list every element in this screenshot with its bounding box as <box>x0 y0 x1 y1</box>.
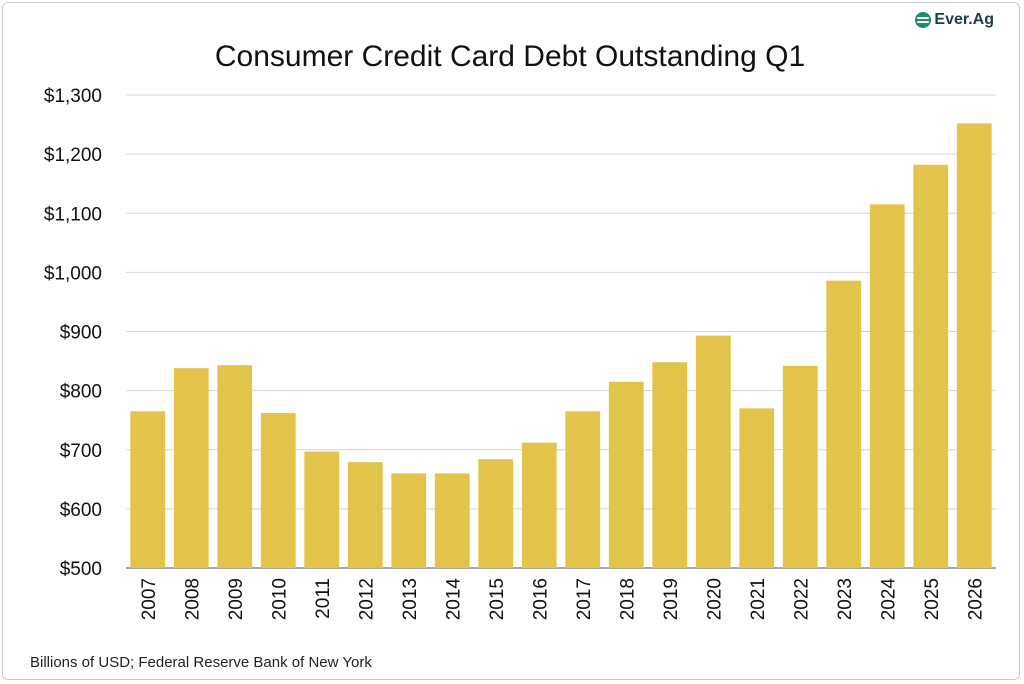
x-tick-label: 2009 <box>226 578 247 620</box>
bars <box>130 123 992 568</box>
chart-title: Consumer Credit Card Debt Outstanding Q1 <box>215 40 805 73</box>
bar-2013 <box>391 473 427 568</box>
x-tick-label: 2020 <box>704 578 725 620</box>
y-tick-label: $1,100 <box>44 204 102 225</box>
bar-2011 <box>304 451 340 568</box>
bar-2010 <box>260 413 296 568</box>
y-tick-label: $800 <box>60 382 102 403</box>
gridlines <box>126 94 996 569</box>
x-tick-label: 2018 <box>617 578 638 620</box>
bar-2023 <box>826 280 862 568</box>
x-tick-label: 2011 <box>313 578 334 619</box>
x-tick-label: 2022 <box>791 578 812 620</box>
bar-2016 <box>521 442 557 568</box>
y-tick-label: $1,300 <box>44 86 102 107</box>
x-tick-label: 2017 <box>574 578 595 620</box>
bar-2022 <box>782 365 818 568</box>
y-tick-label: $1,000 <box>44 263 102 284</box>
y-tick-label: $500 <box>60 559 102 580</box>
bar-2024 <box>869 204 905 568</box>
bar-2026 <box>956 123 992 568</box>
bar-2015 <box>478 459 514 568</box>
x-tick-label: 2023 <box>835 578 856 620</box>
x-tick-label: 2008 <box>182 578 203 620</box>
x-tick-label: 2021 <box>748 578 769 620</box>
bar-2007 <box>130 411 166 568</box>
bar-2012 <box>347 462 383 568</box>
x-tick-label: 2013 <box>400 578 421 620</box>
y-tick-label: $700 <box>60 441 102 462</box>
y-axis-tick-labels: $500 $600 $700 $800 $900 $1,000 $1,100 $1,200 $1… <box>44 86 102 580</box>
bar-2017 <box>565 411 601 568</box>
bar-2009 <box>217 365 253 568</box>
x-tick-label: 2007 <box>139 578 160 620</box>
x-tick-label: 2024 <box>878 578 899 621</box>
y-tick-label: $1,200 <box>44 145 102 166</box>
bar-2019 <box>652 362 688 568</box>
bar-2020 <box>695 335 731 568</box>
brand-logo-text: Ever.Ag <box>934 11 994 28</box>
y-tick-label: $900 <box>60 323 102 344</box>
x-tick-label: 2016 <box>530 578 551 620</box>
bar-2018 <box>608 381 644 568</box>
bar-2008 <box>173 368 209 568</box>
x-tick-label: 2019 <box>661 578 682 620</box>
x-axis-tick-labels: 2007 2008 2009 2010 2011 2012 2013 2014 2015 2016… <box>139 578 987 621</box>
x-tick-label: 2010 <box>269 578 290 620</box>
everag-logo-icon <box>915 12 932 28</box>
y-tick-label: $600 <box>60 500 102 521</box>
brand-logo: Ever.Ag <box>915 11 994 29</box>
source-note: Billions of USD; Federal Reserve Bank of… <box>30 654 372 671</box>
x-tick-label: 2026 <box>965 578 986 620</box>
x-tick-label: 2012 <box>356 578 377 620</box>
bar-2021 <box>739 408 775 568</box>
bar-2014 <box>434 473 470 568</box>
x-tick-label: 2015 <box>487 578 508 620</box>
x-tick-label: 2014 <box>443 578 464 621</box>
bar-2025 <box>913 164 949 568</box>
x-tick-label: 2025 <box>922 578 943 620</box>
